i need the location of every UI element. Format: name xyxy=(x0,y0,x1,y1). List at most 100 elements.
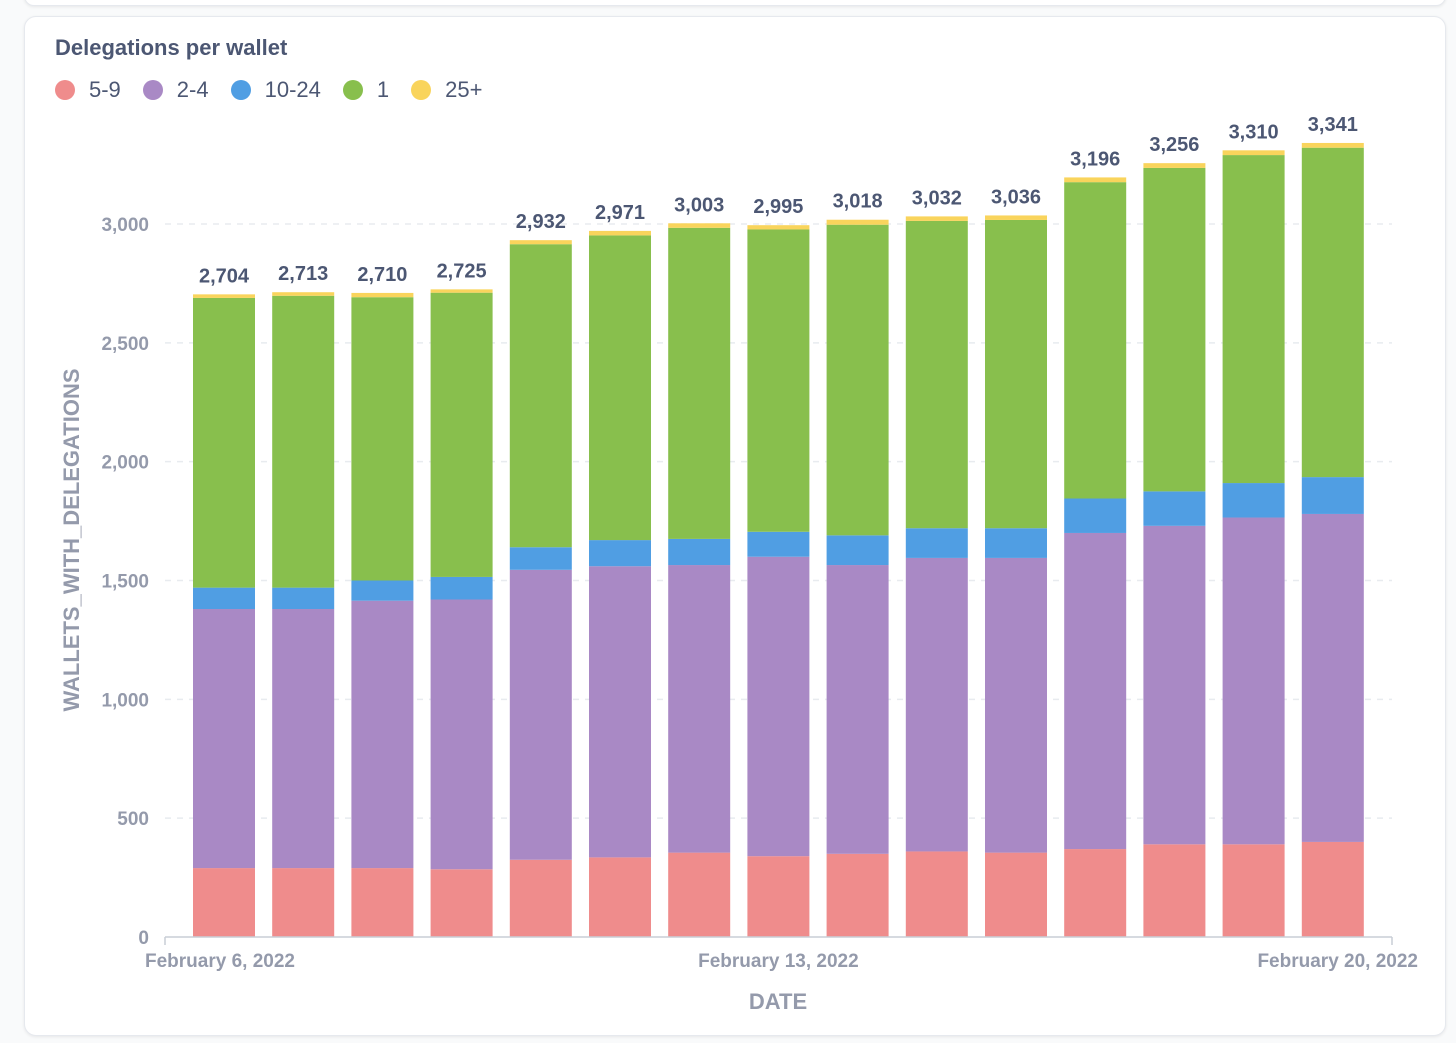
legend-item-25plus[interactable]: 25+ xyxy=(411,77,482,103)
bar-total-label: 2,932 xyxy=(516,211,566,233)
legend-dot-icon xyxy=(55,80,75,100)
y-tick-label: 2,500 xyxy=(101,334,149,355)
legend-item-5-9[interactable]: 5-9 xyxy=(55,77,121,103)
bar-segment-2-4 xyxy=(985,557,1047,853)
y-axis-title: WALLETS_WITH_DELEGATIONS xyxy=(59,368,84,711)
bar-segment-1 xyxy=(1064,182,1127,499)
bar-segment-5-9 xyxy=(1143,844,1206,937)
bar-segment-5-9 xyxy=(509,859,572,937)
legend-dot-icon xyxy=(411,80,432,100)
bar-total-label: 2,710 xyxy=(357,264,407,286)
bar-total-label: 3,196 xyxy=(1070,148,1120,170)
legend-item-1[interactable]: 1 xyxy=(342,77,390,103)
bar-segment-2-4 xyxy=(1222,517,1285,845)
bar-segment-10-24 xyxy=(985,528,1047,558)
bar-segment-2-4 xyxy=(1301,513,1364,842)
bar-segment-2-4 xyxy=(272,609,335,869)
bar-segment-25plus xyxy=(1222,150,1285,156)
card-title[interactable]: Delegations per wallet xyxy=(55,35,288,60)
bar-segment-10-24 xyxy=(272,587,335,610)
bar-segment-25plus xyxy=(1301,142,1364,148)
bar-segment-2-4 xyxy=(826,565,889,854)
bar-total-label: 2,704 xyxy=(199,265,250,287)
bar-total-label: 3,310 xyxy=(1229,121,1279,143)
legend-label: 1 xyxy=(376,77,390,102)
bar-segment-1 xyxy=(826,224,889,536)
bar-segment-10-24 xyxy=(1222,483,1285,518)
bar-segment-25plus xyxy=(272,292,335,296)
y-tick-label: 1,500 xyxy=(101,572,149,593)
bar-segment-2-4 xyxy=(509,569,572,860)
bar-segment-10-24 xyxy=(905,528,968,558)
bar-segment-10-24 xyxy=(826,535,889,566)
bar-segment-10-24 xyxy=(430,576,493,600)
legend-label: 2-4 xyxy=(176,77,209,102)
bar-segment-10-24 xyxy=(1301,477,1364,514)
legend-label: 5-9 xyxy=(89,77,121,102)
bar-total-label: 3,341 xyxy=(1308,114,1358,136)
y-tick-label: 0 xyxy=(138,928,149,949)
legend-item-10-24[interactable]: 10-24 xyxy=(230,77,321,103)
bar-segment-2-4 xyxy=(193,609,255,869)
legend-dot-icon xyxy=(230,80,251,100)
y-tick-label: 500 xyxy=(117,809,149,830)
legend-item-2-4[interactable]: 2-4 xyxy=(142,77,209,103)
bar-segment-1 xyxy=(1301,147,1364,478)
bar-segment-5-9 xyxy=(905,851,968,937)
bar-segment-25plus xyxy=(509,240,572,245)
bar-segment-1 xyxy=(351,297,414,581)
bar-segment-5-9 xyxy=(1064,849,1127,937)
bar-segment-10-24 xyxy=(747,531,810,557)
bar-segment-25plus xyxy=(589,230,651,236)
bar-segment-25plus xyxy=(1064,177,1127,183)
bar-segment-2-4 xyxy=(1064,532,1127,850)
bar-segment-5-9 xyxy=(589,857,651,937)
bar-segment-2-4 xyxy=(905,557,968,852)
bar-segment-1 xyxy=(905,220,968,529)
bar-total-label: 3,032 xyxy=(912,187,962,209)
bar-segment-25plus xyxy=(1143,163,1206,168)
legend-label: 10-24 xyxy=(264,77,321,102)
bar-segment-10-24 xyxy=(589,540,651,567)
bar-total-label: 3,018 xyxy=(833,191,883,213)
legend-label: 25+ xyxy=(445,77,483,102)
bar-segment-5-9 xyxy=(747,856,810,937)
bar-segment-1 xyxy=(985,219,1047,529)
bar-segment-10-24 xyxy=(509,547,572,570)
legend-dot-icon xyxy=(342,80,363,100)
bar-segment-1 xyxy=(1222,155,1285,484)
bar-segment-1 xyxy=(509,244,572,548)
bar-segment-2-4 xyxy=(668,565,731,853)
y-tick-label: 3,000 xyxy=(101,215,149,236)
bar-total-label: 2,725 xyxy=(437,260,487,282)
bar-segment-25plus xyxy=(193,294,255,298)
bar-segment-1 xyxy=(272,295,335,588)
bar-segment-5-9 xyxy=(430,869,493,937)
bar-segment-2-4 xyxy=(351,600,414,869)
bar-segment-10-24 xyxy=(1064,498,1127,533)
bar-segment-1 xyxy=(668,227,731,539)
bar-segment-2-4 xyxy=(747,556,810,857)
bar-segment-1 xyxy=(430,292,493,577)
bar-total-label: 2,971 xyxy=(595,202,645,224)
bar-segment-2-4 xyxy=(589,566,651,858)
bar-total-label: 3,256 xyxy=(1149,134,1199,156)
bar-segment-1 xyxy=(747,229,810,532)
bar-segment-5-9 xyxy=(272,868,335,937)
bar-segment-5-9 xyxy=(351,868,414,937)
bar-segment-10-24 xyxy=(351,580,414,601)
bar-total-label: 3,003 xyxy=(674,194,724,216)
x-tick-label: February 13, 2022 xyxy=(698,951,859,972)
bar-segment-5-9 xyxy=(1222,844,1285,937)
y-tick-label: 2,000 xyxy=(101,453,149,474)
chart-legend: 5-9 2-4 10-24 1 25+ xyxy=(55,77,504,103)
bar-segment-5-9 xyxy=(826,853,889,937)
bar-total-label: 2,713 xyxy=(278,263,328,285)
bar-segment-25plus xyxy=(826,219,889,225)
bar-total-label: 2,995 xyxy=(753,196,803,218)
chart-card: Delegations per wallet 5-9 2-4 10-24 1 2… xyxy=(24,16,1446,1036)
bar-segment-5-9 xyxy=(985,852,1047,937)
bar-segment-2-4 xyxy=(1143,525,1206,845)
y-tick-label: 1,000 xyxy=(101,690,149,711)
